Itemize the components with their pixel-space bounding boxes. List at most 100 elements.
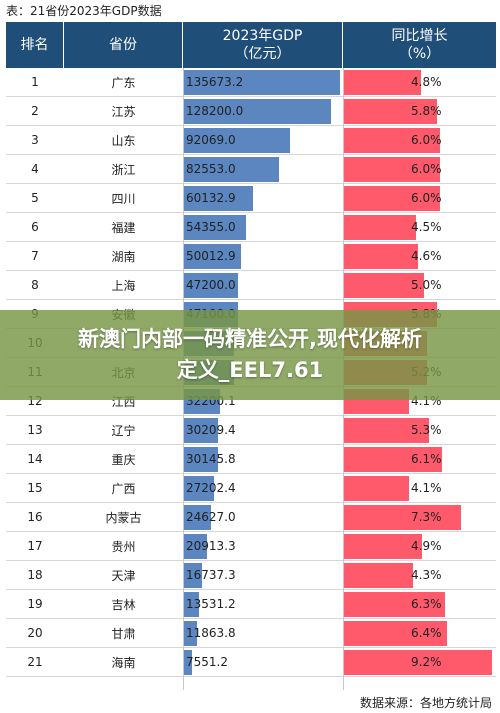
gdp-bar bbox=[183, 215, 246, 240]
province-cell: 广东 bbox=[111, 75, 136, 90]
growth-value-label: 6.1% bbox=[411, 452, 442, 466]
growth-value-label: 6.3% bbox=[411, 597, 442, 611]
rank-cell: 17 bbox=[27, 539, 43, 553]
province-cell: 海南 bbox=[111, 655, 136, 670]
gdp-value-label: 92069.0 bbox=[186, 133, 236, 147]
rank-cell: 19 bbox=[27, 597, 43, 611]
growth-value-label: 4.5% bbox=[411, 220, 442, 234]
growth-bar bbox=[343, 99, 437, 124]
rank-cell: 7 bbox=[31, 249, 39, 263]
growth-bar bbox=[343, 70, 421, 95]
rank-cell: 15 bbox=[27, 481, 43, 495]
banner-line1: 新澳门内部一码精准公开,现代化解析 bbox=[78, 327, 422, 351]
growth-bar bbox=[343, 244, 418, 269]
growth-value-label: 6.0% bbox=[411, 162, 442, 176]
growth-value-label: 6.0% bbox=[411, 191, 442, 205]
growth-value-label: 9.2% bbox=[411, 655, 442, 669]
banner-line2: 定义_EEL7.61 bbox=[176, 358, 324, 382]
growth-bar bbox=[343, 157, 440, 182]
table-row: 13 辽宁 30209.4 5.3% bbox=[6, 416, 496, 445]
rank-cell: 4 bbox=[31, 162, 39, 176]
gdp-bar bbox=[183, 534, 207, 559]
gdp-value-label: 82553.0 bbox=[186, 162, 236, 176]
header-province-label: 省份 bbox=[109, 37, 137, 53]
gdp-value-label: 13531.2 bbox=[186, 597, 236, 611]
growth-value-label: 6.4% bbox=[411, 626, 442, 640]
gdp-bar bbox=[183, 273, 238, 298]
gdp-bar bbox=[183, 563, 202, 588]
growth-bar bbox=[343, 215, 416, 240]
growth-value-label: 5.8% bbox=[411, 104, 442, 118]
province-cell: 辽宁 bbox=[111, 423, 136, 438]
gdp-bar bbox=[183, 476, 214, 501]
rank-cell: 13 bbox=[27, 423, 43, 437]
gdp-value-label: 128200.0 bbox=[186, 104, 244, 118]
province-cell: 上海 bbox=[111, 278, 136, 293]
gdp-value-label: 27202.4 bbox=[186, 481, 236, 495]
gdp-bar bbox=[183, 505, 211, 530]
table-row: 20 甘肃 11863.8 6.4% bbox=[6, 619, 496, 648]
gdp-value-label: 47200.0 bbox=[186, 278, 236, 292]
rank-cell: 6 bbox=[31, 220, 39, 234]
watermark-banner: 新澳门内部一码精准公开,现代化解析 定义_EEL7.61 bbox=[0, 310, 500, 400]
header-rank-label: 排名 bbox=[20, 37, 49, 53]
growth-bar bbox=[343, 621, 447, 646]
growth-bar bbox=[343, 534, 422, 559]
table-row: 21 海南 7551.2 9.2% bbox=[6, 648, 496, 677]
table-row: 4 浙江 82553.0 6.0% bbox=[6, 155, 496, 184]
table-row: 7 湖南 50012.9 4.6% bbox=[6, 242, 496, 271]
gdp-bar bbox=[183, 128, 290, 153]
header-province: 省份 bbox=[64, 22, 183, 68]
data-source: 数据来源：各地方统计局 bbox=[359, 696, 492, 710]
gdp-value-label: 30209.4 bbox=[186, 423, 236, 437]
table-caption: 表：21省份2023年GDP数据 bbox=[6, 4, 162, 18]
growth-value-label: 7.3% bbox=[411, 510, 442, 524]
province-cell: 重庆 bbox=[111, 452, 136, 467]
growth-value-label: 4.9% bbox=[411, 539, 442, 553]
province-cell: 广西 bbox=[111, 481, 136, 496]
table-row: 15 广西 27202.4 4.1% bbox=[6, 474, 496, 503]
growth-value-label: 5.3% bbox=[411, 423, 442, 437]
table-row: 17 贵州 20913.3 4.9% bbox=[6, 532, 496, 561]
province-cell: 吉林 bbox=[111, 597, 136, 612]
gdp-bar bbox=[183, 157, 279, 182]
header-rank: 排名 bbox=[6, 22, 64, 68]
header-gdp: 2023年GDP （亿元） bbox=[183, 22, 343, 68]
table-row: 2 江苏 128200.0 5.8% bbox=[6, 97, 496, 126]
gdp-bar bbox=[183, 244, 241, 269]
gdp-bar bbox=[183, 621, 197, 646]
gdp-value-label: 7551.2 bbox=[186, 655, 228, 669]
gdp-value-label: 30145.8 bbox=[186, 452, 236, 466]
growth-bar bbox=[343, 563, 413, 588]
gdp-value-label: 60132.9 bbox=[186, 191, 236, 205]
gdp-bar bbox=[183, 99, 331, 124]
province-cell: 湖南 bbox=[111, 249, 136, 264]
header-gdp-line2: （亿元） bbox=[234, 46, 291, 62]
rank-cell: 20 bbox=[27, 626, 43, 640]
province-cell: 甘肃 bbox=[111, 626, 136, 641]
growth-bar bbox=[343, 418, 429, 443]
header-growth: 同比增长 （%） bbox=[343, 22, 496, 68]
province-cell: 福建 bbox=[111, 220, 136, 235]
province-cell: 天津 bbox=[111, 568, 136, 583]
header-gdp-line1: 2023年GDP bbox=[222, 28, 303, 44]
gdp-bar bbox=[183, 418, 218, 443]
table-row: 14 重庆 30145.8 6.1% bbox=[6, 445, 496, 474]
gdp-value-label: 20913.3 bbox=[186, 539, 236, 553]
rank-cell: 3 bbox=[31, 133, 39, 147]
province-cell: 内蒙古 bbox=[105, 510, 142, 525]
growth-bar bbox=[343, 273, 424, 298]
table-row: 8 上海 47200.0 5.0% bbox=[6, 271, 496, 300]
growth-bar bbox=[343, 186, 440, 211]
growth-value-label: 4.6% bbox=[411, 249, 442, 263]
header-growth-line1: 同比增长 bbox=[391, 28, 448, 44]
gdp-value-label: 16737.3 bbox=[186, 568, 236, 582]
province-cell: 四川 bbox=[111, 191, 136, 206]
table-row: 18 天津 16737.3 4.3% bbox=[6, 561, 496, 590]
table-row: 19 吉林 13531.2 6.3% bbox=[6, 590, 496, 619]
growth-value-label: 6.0% bbox=[411, 133, 442, 147]
gdp-value-label: 50012.9 bbox=[186, 249, 236, 263]
rank-cell: 8 bbox=[31, 278, 39, 292]
gdp-bar bbox=[183, 186, 253, 211]
growth-value-label: 4.1% bbox=[411, 481, 442, 495]
